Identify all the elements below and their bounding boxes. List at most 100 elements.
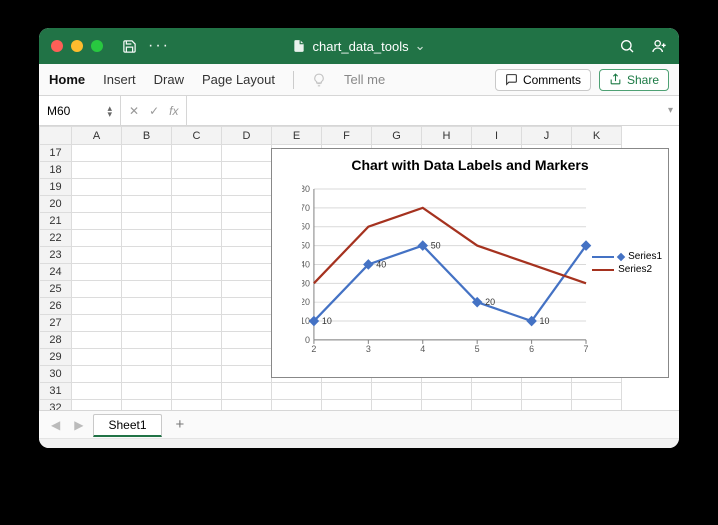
col-header-A[interactable]: A — [72, 127, 122, 145]
row-header-18[interactable]: 18 — [40, 162, 72, 179]
tab-page-layout[interactable]: Page Layout — [202, 72, 275, 87]
tab-home[interactable]: Home — [49, 72, 85, 87]
cell[interactable] — [122, 383, 172, 400]
row-header-28[interactable]: 28 — [40, 332, 72, 349]
cell[interactable] — [122, 298, 172, 315]
close-window-button[interactable] — [51, 40, 63, 52]
accept-formula-icon[interactable]: ✓ — [149, 104, 159, 118]
cell[interactable] — [272, 400, 322, 411]
col-header-D[interactable]: D — [222, 127, 272, 145]
cell[interactable] — [322, 383, 372, 400]
comments-button[interactable]: Comments — [495, 69, 591, 91]
col-header-E[interactable]: E — [272, 127, 322, 145]
cell[interactable] — [372, 383, 422, 400]
cell[interactable] — [222, 298, 272, 315]
cell[interactable] — [122, 196, 172, 213]
cell[interactable] — [422, 383, 472, 400]
cell[interactable] — [172, 264, 222, 281]
cell[interactable] — [222, 332, 272, 349]
cell[interactable] — [122, 349, 172, 366]
fx-label[interactable]: fx — [169, 104, 178, 118]
cell[interactable] — [72, 196, 122, 213]
col-header-J[interactable]: J — [522, 127, 572, 145]
cell[interactable] — [72, 230, 122, 247]
cell[interactable] — [172, 230, 222, 247]
cell[interactable] — [572, 400, 622, 411]
col-header-K[interactable]: K — [572, 127, 622, 145]
cell[interactable] — [172, 366, 222, 383]
cell[interactable] — [72, 213, 122, 230]
cell[interactable] — [222, 162, 272, 179]
cell[interactable] — [172, 332, 222, 349]
cell[interactable] — [122, 179, 172, 196]
cell[interactable] — [122, 247, 172, 264]
cell[interactable] — [122, 281, 172, 298]
cell[interactable] — [472, 400, 522, 411]
col-header-H[interactable]: H — [422, 127, 472, 145]
cell[interactable] — [72, 281, 122, 298]
tab-insert[interactable]: Insert — [103, 72, 136, 87]
worksheet-area[interactable]: ABCDEFGHIJK17181920212223242526272829303… — [39, 126, 679, 410]
cell[interactable] — [72, 298, 122, 315]
cell[interactable] — [422, 400, 472, 411]
cell[interactable] — [72, 179, 122, 196]
cell[interactable] — [172, 196, 222, 213]
row-header-20[interactable]: 20 — [40, 196, 72, 213]
row-header-26[interactable]: 26 — [40, 298, 72, 315]
cell[interactable] — [572, 383, 622, 400]
row-header-22[interactable]: 22 — [40, 230, 72, 247]
tab-draw[interactable]: Draw — [154, 72, 184, 87]
cell[interactable] — [172, 162, 222, 179]
share-titlebar-icon[interactable] — [651, 38, 667, 54]
cell[interactable] — [172, 349, 222, 366]
sheet-nav-next[interactable]: ▶ — [70, 418, 87, 432]
cell[interactable] — [72, 349, 122, 366]
row-header-32[interactable]: 32 — [40, 400, 72, 411]
cell[interactable] — [222, 281, 272, 298]
cell[interactable] — [372, 400, 422, 411]
cell[interactable] — [222, 264, 272, 281]
cell[interactable] — [122, 213, 172, 230]
row-header-25[interactable]: 25 — [40, 281, 72, 298]
cell[interactable] — [72, 315, 122, 332]
cell[interactable] — [172, 400, 222, 411]
cell[interactable] — [222, 196, 272, 213]
cell[interactable] — [222, 383, 272, 400]
row-header-30[interactable]: 30 — [40, 366, 72, 383]
cell[interactable] — [172, 281, 222, 298]
cell[interactable] — [72, 247, 122, 264]
cell[interactable] — [122, 315, 172, 332]
col-header-B[interactable]: B — [122, 127, 172, 145]
save-icon[interactable] — [121, 38, 137, 54]
cell[interactable] — [172, 213, 222, 230]
col-header-F[interactable]: F — [322, 127, 372, 145]
formula-dropdown-icon[interactable]: ▾ — [668, 105, 673, 116]
row-header-27[interactable]: 27 — [40, 315, 72, 332]
cell[interactable] — [322, 400, 372, 411]
cell[interactable] — [122, 145, 172, 162]
cell[interactable] — [122, 366, 172, 383]
row-header-29[interactable]: 29 — [40, 349, 72, 366]
cell[interactable] — [122, 230, 172, 247]
cell[interactable] — [272, 383, 322, 400]
cell[interactable] — [122, 400, 172, 411]
cell[interactable] — [472, 383, 522, 400]
more-icon[interactable]: ··· — [151, 38, 167, 54]
sheet-nav-prev[interactable]: ◀ — [47, 418, 64, 432]
share-button[interactable]: Share — [599, 69, 669, 91]
cell[interactable] — [72, 145, 122, 162]
col-header-G[interactable]: G — [372, 127, 422, 145]
cell[interactable] — [122, 332, 172, 349]
cell[interactable] — [222, 247, 272, 264]
cell[interactable] — [172, 145, 222, 162]
cell[interactable] — [172, 315, 222, 332]
search-icon[interactable] — [619, 38, 635, 54]
name-box[interactable]: M60 ▴▾ — [39, 96, 121, 125]
cell[interactable] — [222, 315, 272, 332]
cell[interactable] — [72, 264, 122, 281]
sheet-tab-sheet1[interactable]: Sheet1 — [93, 414, 161, 437]
cell[interactable] — [222, 179, 272, 196]
cell[interactable] — [222, 349, 272, 366]
cell[interactable] — [172, 247, 222, 264]
cell[interactable] — [72, 162, 122, 179]
